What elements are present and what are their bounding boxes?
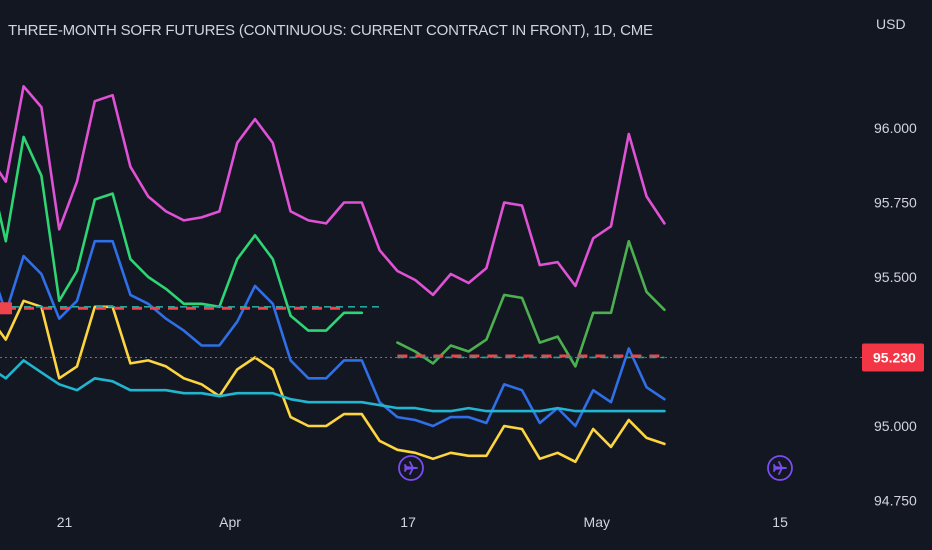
y-tick-label: 95.750	[874, 195, 917, 211]
airplane-icon[interactable]	[767, 455, 793, 481]
price-axis[interactable]: 96.000 95.750 95.500 95.000 94.750	[874, 120, 917, 509]
airplane-icon[interactable]	[398, 455, 424, 481]
series-line-magenta[interactable]	[0, 85, 666, 297]
y-tick-label: 95.000	[874, 418, 917, 434]
x-tick-label: 21	[57, 514, 73, 530]
y-tick-label: 94.750	[874, 493, 917, 509]
x-tick-label: May	[584, 514, 610, 530]
series-line-cyan[interactable]	[0, 359, 666, 413]
x-tick-label: 17	[400, 514, 416, 530]
x-tick-label: Apr	[219, 514, 241, 530]
series-line-green[interactable]	[0, 135, 364, 332]
chart-title: THREE-MONTH SOFR FUTURES (CONTINUOUS: CU…	[8, 22, 653, 39]
y-tick-label: 96.000	[874, 120, 917, 136]
currency-label: USD	[876, 16, 906, 32]
left-marker	[0, 302, 12, 315]
series-group	[0, 85, 666, 464]
time-axis[interactable]: 21 Apr 17 May 15	[57, 514, 788, 530]
series-line-olive_green[interactable]	[396, 239, 666, 368]
y-tick-label: 95.500	[874, 269, 917, 285]
current-price-tag: 95.230	[862, 343, 924, 372]
series-line-blue[interactable]	[0, 239, 666, 428]
price-tag-value: 95.230	[873, 349, 916, 365]
price-tag-background	[862, 343, 924, 372]
event-icons[interactable]	[398, 455, 793, 481]
x-tick-label: 15	[772, 514, 788, 530]
